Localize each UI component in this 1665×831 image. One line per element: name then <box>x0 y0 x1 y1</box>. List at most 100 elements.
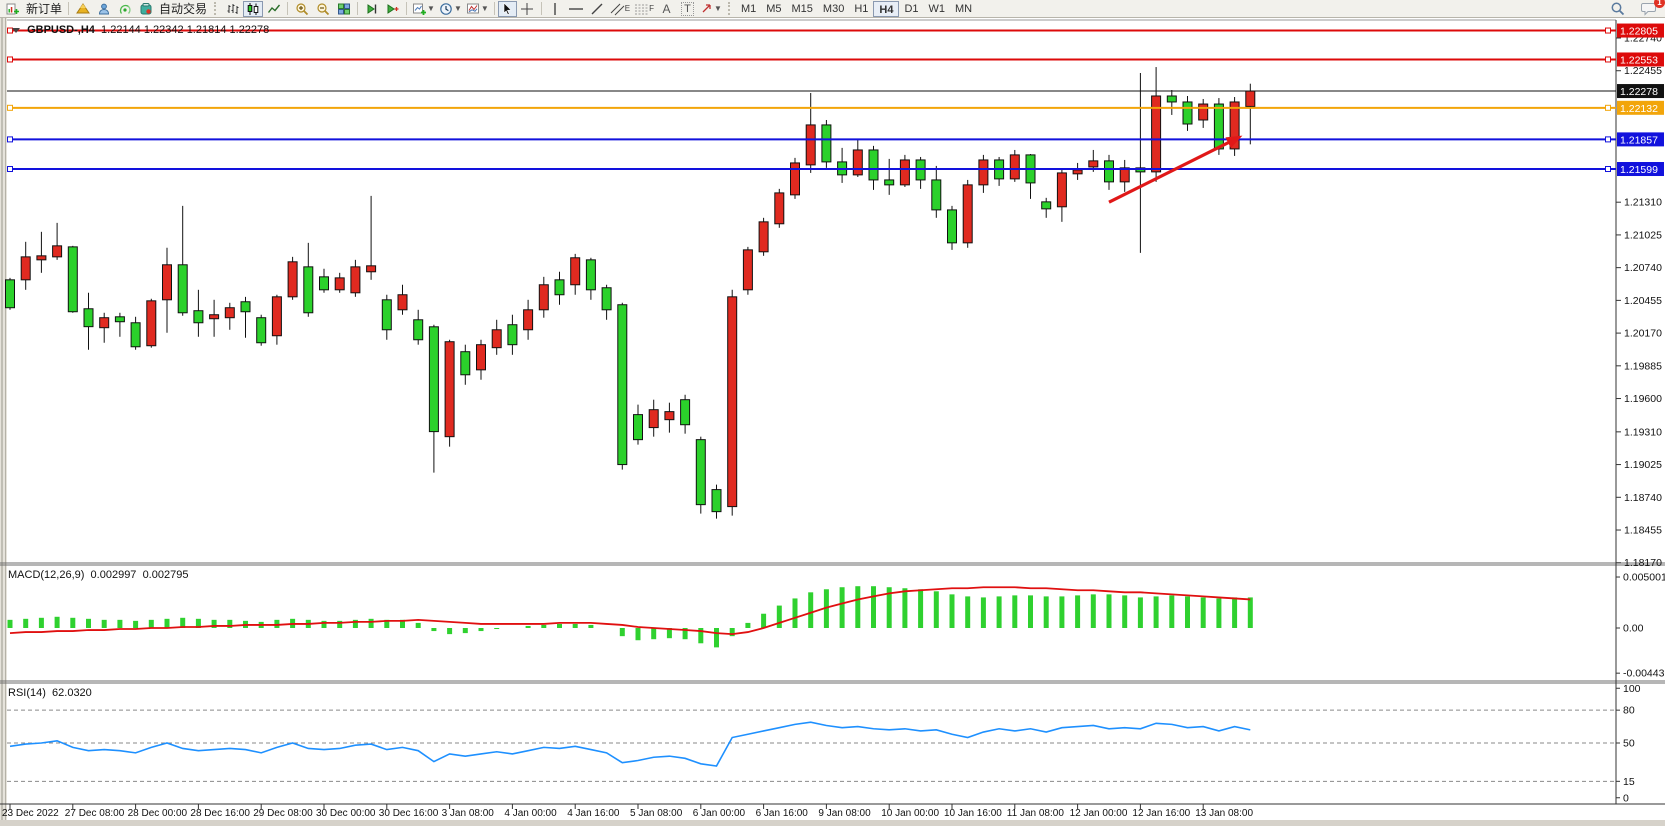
trendline-tool-button[interactable] <box>587 1 608 17</box>
vline-tool-button[interactable] <box>545 1 566 17</box>
tile-windows-button[interactable] <box>333 1 354 17</box>
candle-chart-mode-button[interactable] <box>243 0 264 17</box>
bar-chart-mode-button[interactable] <box>222 1 243 17</box>
svg-text:10 Jan 16:00: 10 Jan 16:00 <box>944 808 1002 819</box>
label-tool-label: T <box>681 1 694 16</box>
period-button[interactable]: ▼ <box>437 1 464 17</box>
rsi-name: RSI(14) <box>8 687 46 699</box>
chart-canvas[interactable]: 1.227401.224551.213101.210251.207401.204… <box>0 18 1665 826</box>
autotrade-label[interactable]: 自动交易 <box>159 2 208 16</box>
svg-text:15: 15 <box>1623 776 1635 788</box>
svg-text:28 Dec 00:00: 28 Dec 00:00 <box>128 808 188 819</box>
timeframe-m30[interactable]: M30 <box>822 2 845 15</box>
svg-text:1.22455: 1.22455 <box>1624 65 1662 77</box>
chart-title: GBPUSD-,H4 1.22144 1.22342 1.21814 1.222… <box>12 24 269 36</box>
auto-scroll-button[interactable] <box>361 1 382 17</box>
auto-scroll-icon <box>367 3 376 14</box>
arrow-line <box>1108 139 1233 204</box>
vline-icon <box>554 2 556 15</box>
svg-text:30 Dec 16:00: 30 Dec 16:00 <box>379 808 439 819</box>
macd-series <box>7 586 1253 648</box>
timeframe-mn[interactable]: MN <box>955 2 973 15</box>
chart-dropdown-icon[interactable] <box>12 28 20 33</box>
trader-icon <box>98 3 109 14</box>
arrow-head <box>1225 135 1243 149</box>
chevron-down-icon: ▼ <box>427 4 435 13</box>
autotrade-button[interactable] <box>135 1 156 17</box>
add-indicator-icon <box>413 3 427 15</box>
rsi-indicator-label: RSI(14) 62.0320 <box>8 687 92 699</box>
trendline-icon <box>591 3 603 14</box>
hline-tool-button[interactable] <box>566 1 587 17</box>
svg-text:9 Jan 08:00: 9 Jan 08:00 <box>818 808 871 819</box>
timeframe-m5[interactable]: M5 <box>766 2 782 15</box>
cursor-tool-button[interactable] <box>497 0 517 17</box>
market-watch-button[interactable] <box>72 1 93 17</box>
svg-text:13 Jan 08:00: 13 Jan 08:00 <box>1195 808 1253 819</box>
svg-text:1.19600: 1.19600 <box>1624 393 1662 405</box>
rsi-value: 62.0320 <box>52 687 92 699</box>
signals-button[interactable] <box>114 1 135 17</box>
timeframe-w1[interactable]: W1 <box>928 2 946 15</box>
template-button[interactable]: ▼ <box>464 1 491 17</box>
timeframe-m15[interactable]: M15 <box>791 2 813 15</box>
zoom-out-button[interactable] <box>312 1 333 17</box>
chart-window[interactable]: 1.22740 1.22455 1.21310 1.21025 1.20740 1.204… <box>0 18 1665 826</box>
timeframe-h1[interactable]: H1 <box>854 2 869 15</box>
svg-text:23 Dec 2022: 23 Dec 2022 <box>2 808 59 819</box>
svg-text:100: 100 <box>1623 683 1641 695</box>
macd-indicator-label: MACD(12,26,9) 0.002997 0.002795 <box>8 569 188 581</box>
ohlc-high: 1.22342 <box>143 24 184 36</box>
macd-signal-value: 0.002795 <box>142 569 189 581</box>
separator <box>727 2 732 15</box>
svg-text:0.005001: 0.005001 <box>1623 572 1665 584</box>
channel-tool-button[interactable]: E <box>608 1 632 17</box>
time-axis: 23 Dec 2022 27 Dec 08:00 28 Dec 00:00 28 De… <box>2 804 1253 819</box>
svg-text:28 Dec 16:00: 28 Dec 16:00 <box>190 808 250 819</box>
chart-shift-button[interactable] <box>382 1 403 17</box>
svg-text:5 Jan 08:00: 5 Jan 08:00 <box>630 808 683 819</box>
line-chart-mode-button[interactable] <box>263 1 284 17</box>
text-tool-button[interactable]: A <box>656 1 677 17</box>
ohlc-close: 1.22278 <box>229 24 270 36</box>
arrows-icon <box>702 4 711 13</box>
svg-text:1.18170: 1.18170 <box>1624 557 1662 569</box>
timeframe-h4[interactable]: H4 <box>873 0 900 17</box>
label-tool-button[interactable]: T <box>677 1 698 17</box>
svg-text:6 Jan 00:00: 6 Jan 00:00 <box>693 808 746 819</box>
search-icon <box>1611 2 1625 16</box>
crosshair-tool-button[interactable] <box>517 1 538 17</box>
new-order-label[interactable]: 新订单 <box>26 2 63 16</box>
horizontal-lines[interactable] <box>7 27 1616 173</box>
macd-name: MACD(12,26,9) <box>8 569 85 581</box>
chat-button[interactable]: 1 <box>1638 0 1665 17</box>
separator <box>493 2 495 15</box>
zoom-out-icon <box>316 2 329 15</box>
candles-icon <box>247 2 259 15</box>
new-order-button[interactable] <box>2 1 23 17</box>
fibonacci-tool-button[interactable]: F <box>632 1 656 17</box>
trend-arrow-annotation[interactable] <box>1108 135 1243 204</box>
svg-text:27 Dec 08:00: 27 Dec 08:00 <box>65 808 125 819</box>
svg-text:1.20455: 1.20455 <box>1624 295 1662 307</box>
fibonacci-label: F <box>649 4 655 13</box>
svg-text:6 Jan 16:00: 6 Jan 16:00 <box>756 808 809 819</box>
symbol-period: GBPUSD-,H4 <box>27 24 95 36</box>
add-indicator-button[interactable]: ▼ <box>410 1 437 17</box>
timeframe-d1[interactable]: D1 <box>904 2 919 15</box>
separator <box>68 2 70 15</box>
community-button[interactable] <box>93 1 114 17</box>
svg-text:12 Jan 00:00: 12 Jan 00:00 <box>1070 808 1128 819</box>
svg-text:1.21599: 1.21599 <box>1620 164 1658 176</box>
svg-text:10 Jan 00:00: 10 Jan 00:00 <box>881 808 939 819</box>
svg-text:4 Jan 00:00: 4 Jan 00:00 <box>504 808 557 819</box>
search-button[interactable] <box>1607 1 1628 17</box>
fibonacci-icon <box>635 4 649 14</box>
toolbar: 新订单 自动交易 ▼ ▼ ▼ E F A T ▼ M1 M5 M15 M30 H1 H4 D… <box>0 0 1665 18</box>
arrows-tool-button[interactable]: ▼ <box>698 1 724 17</box>
channel-icon <box>610 3 625 15</box>
rsi-series <box>9 721 1251 767</box>
timeframe-m1[interactable]: M1 <box>740 2 757 15</box>
zoom-in-button[interactable] <box>291 1 312 17</box>
